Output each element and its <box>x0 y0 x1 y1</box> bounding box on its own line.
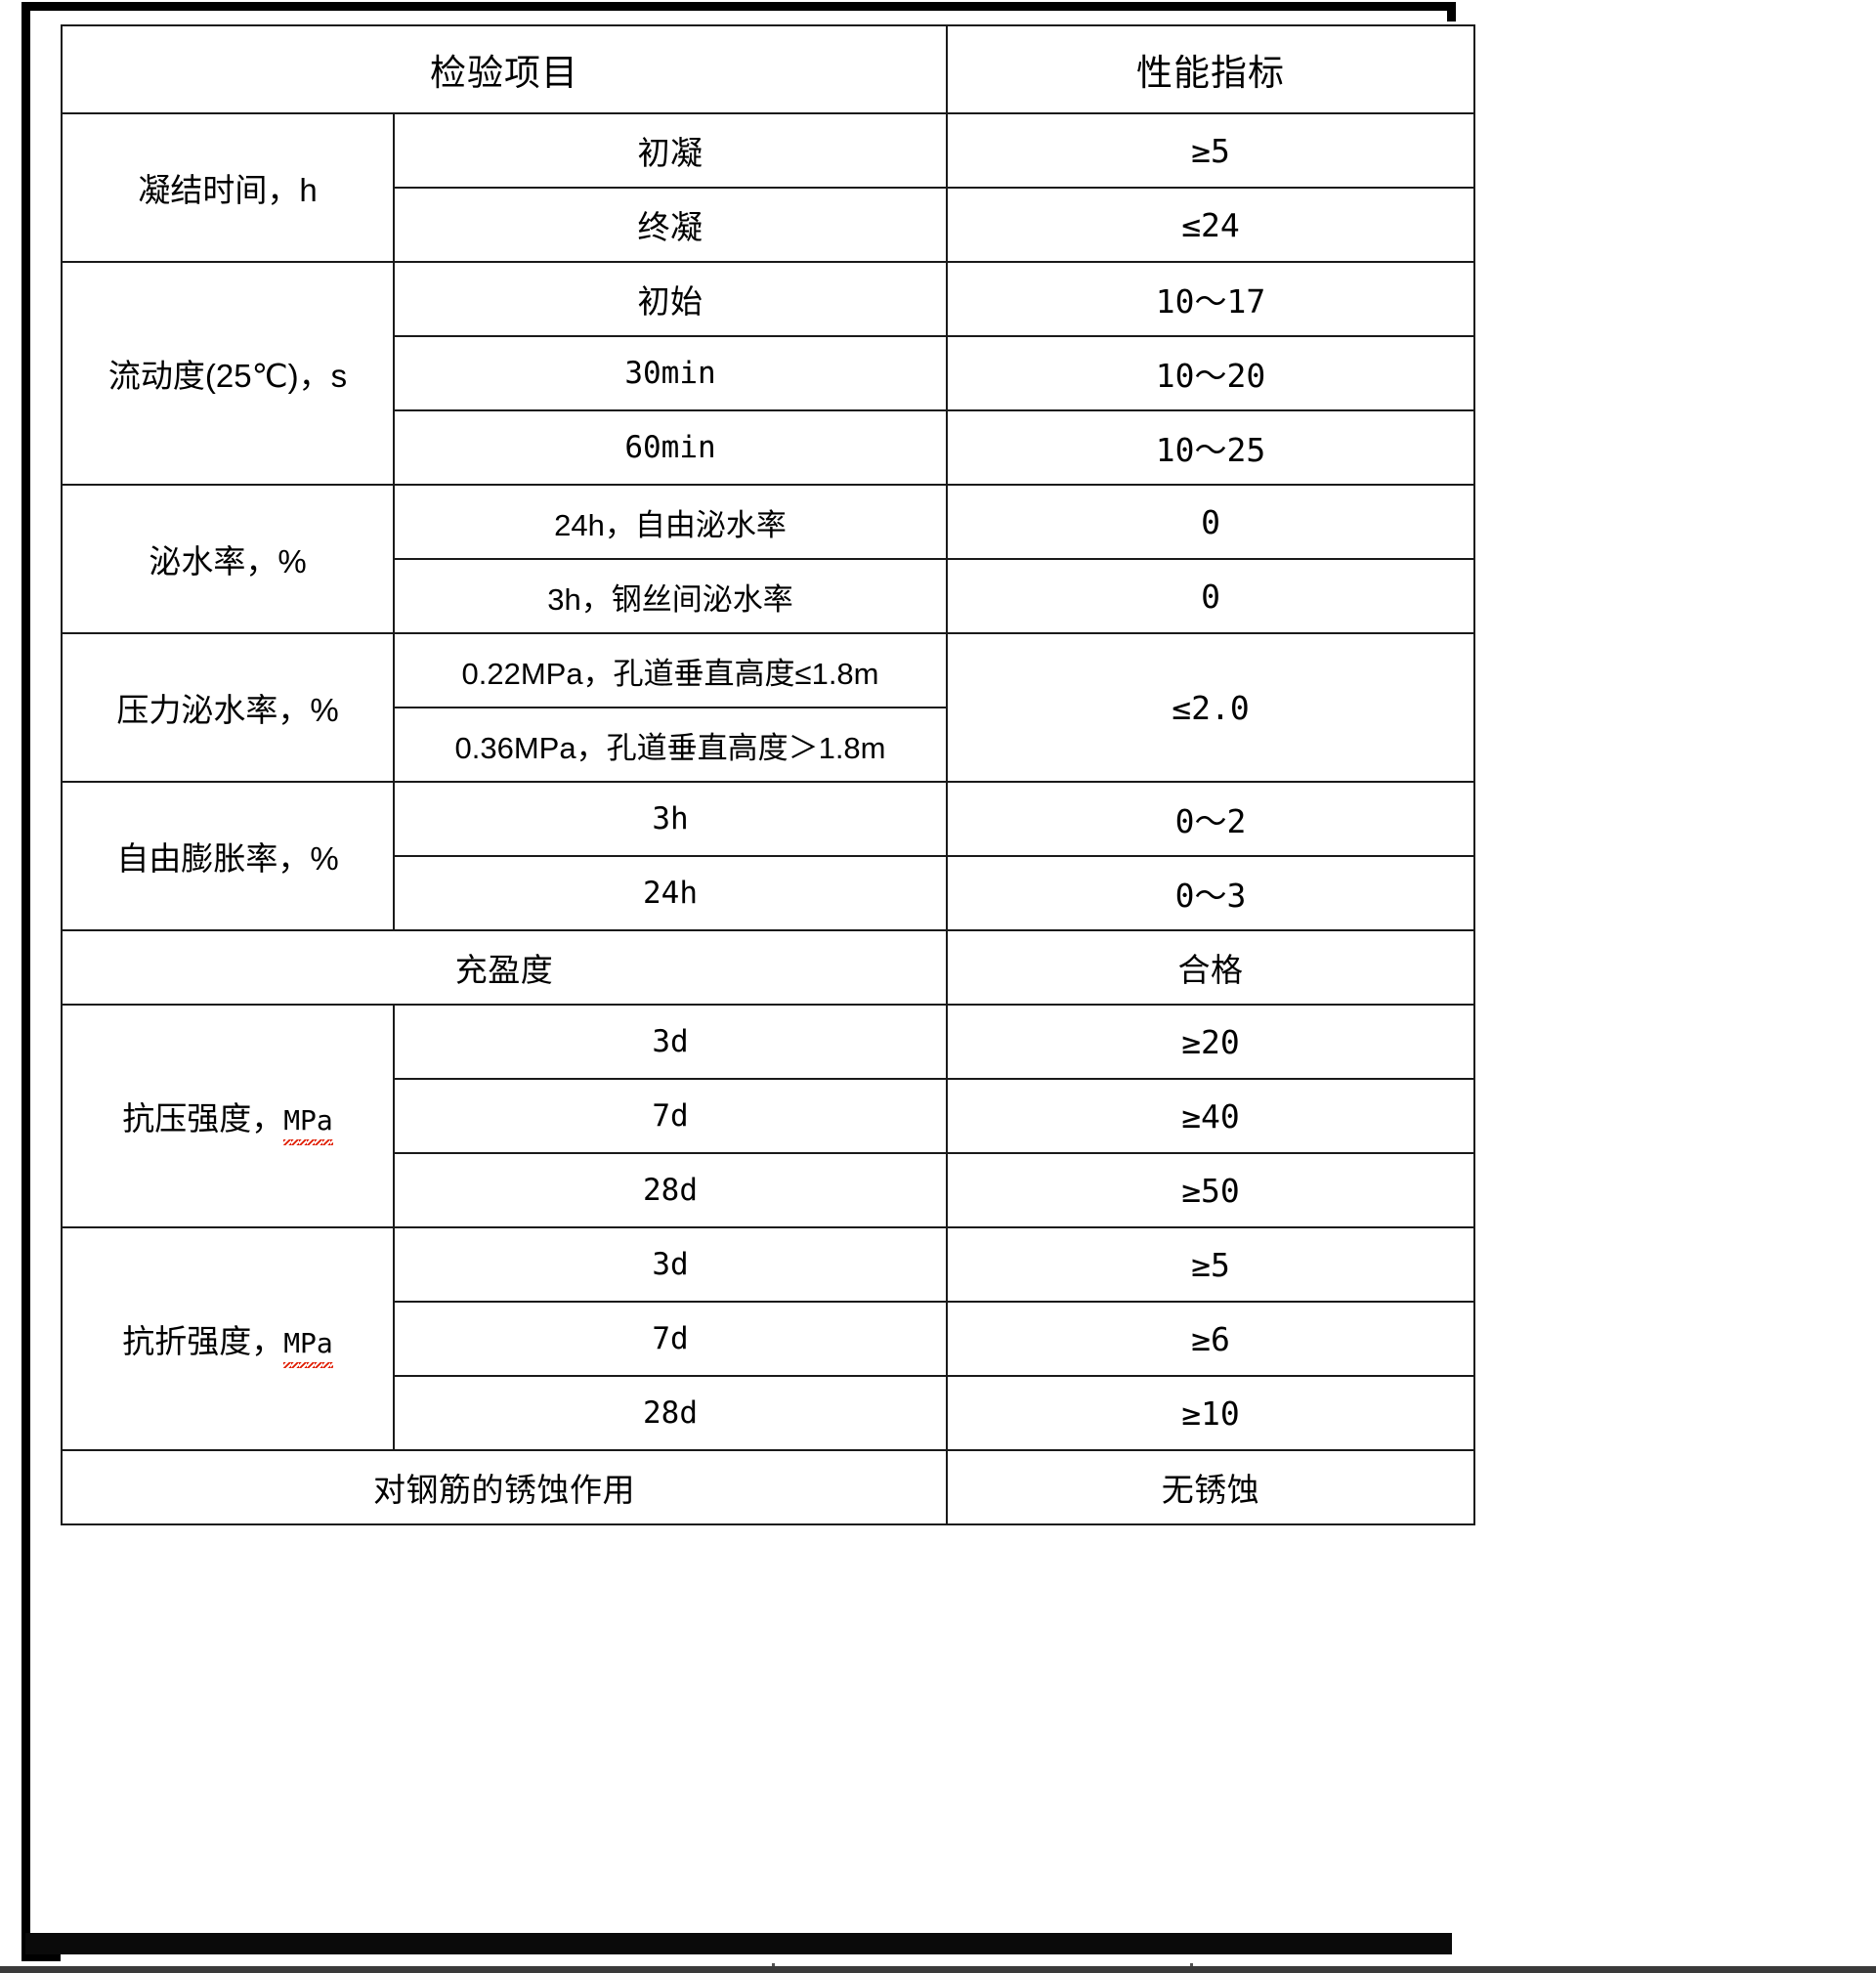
sub-label: 3h，钢丝间泌水率 <box>393 558 948 634</box>
sub-label: 7d <box>393 1078 948 1154</box>
table-row: 24h 0～3 <box>62 855 1475 931</box>
metric-value: 0～2 <box>946 781 1475 857</box>
table-row: 3h，钢丝间泌水率 0 <box>62 558 1475 634</box>
metric-value: 10～25 <box>946 409 1475 486</box>
table-row: 0.36MPa，孔道垂直高度＞1.8m <box>62 707 1474 783</box>
sub-label: 初始 <box>393 261 948 337</box>
metric-value: 0 <box>946 484 1475 560</box>
group-label-text: 抗折强度， <box>122 1323 284 1359</box>
group-label-text: 抗压强度， <box>122 1100 284 1137</box>
sub-label: 60min <box>393 409 948 486</box>
group-label-rebar-corrosion: 对钢筋的锈蚀作用 <box>61 1449 948 1525</box>
metric-value: ≤2.0 <box>946 632 1475 783</box>
table-row: 28d ≥10 <box>62 1375 1475 1451</box>
sub-label: 0.22MPa，孔道垂直高度≤1.8m <box>393 632 948 708</box>
metric-value: ≥5 <box>946 112 1475 189</box>
table-row: 充盈度 合格 <box>61 929 1475 1006</box>
metric-value: 10～17 <box>946 261 1475 337</box>
sub-label: 0.36MPa，孔道垂直高度＞1.8m <box>393 707 948 783</box>
metric-value: ≥40 <box>946 1078 1475 1154</box>
sub-label: 28d <box>393 1152 948 1228</box>
unit-misspelled-mpa: MPa <box>283 1104 333 1145</box>
group-label-pressure-bleeding: 压力泌水率，% <box>61 632 395 783</box>
sub-label: 24h，自由泌水率 <box>393 484 948 560</box>
sub-label: 初凝 <box>393 112 948 189</box>
page-edge-shadow <box>0 1966 1876 1973</box>
group-label-bleeding-rate: 泌水率，% <box>61 484 395 634</box>
metric-value: 0～3 <box>946 855 1475 931</box>
table-row: 抗折强度，MPa 3d ≥5 <box>61 1226 1475 1451</box>
table-row: 自由膨胀率，% 3h 0～2 <box>61 781 1475 931</box>
metric-value: 10～20 <box>946 335 1475 411</box>
sub-label: 3d <box>393 1004 948 1080</box>
table-row: 7d ≥40 <box>62 1078 1475 1154</box>
metric-value: ≥20 <box>946 1004 1475 1080</box>
group-label-free-expansion: 自由膨胀率，% <box>61 781 395 931</box>
page-bottom-bar <box>25 1933 1452 1954</box>
table-outer-border: 检验项目 性能指标 凝结时间，h 初凝 ≥5 终凝 ≤24 <box>21 2 1477 1963</box>
header-cell-metric: 性能指标 <box>946 24 1475 114</box>
table-row: 终凝 ≤24 <box>62 187 1475 263</box>
group-label-fullness: 充盈度 <box>61 929 948 1006</box>
table-row: 凝结时间，h 初凝 ≥5 <box>61 112 1475 263</box>
metric-value: ≥10 <box>946 1375 1475 1451</box>
table-row: 泌水率，% 24h，自由泌水率 0 <box>61 484 1475 634</box>
sub-label: 终凝 <box>393 187 948 263</box>
header-cell-item: 检验项目 <box>61 24 948 114</box>
table-row: 28d ≥50 <box>62 1152 1475 1228</box>
metric-value: 合格 <box>946 929 1475 1006</box>
metric-value: ≥50 <box>946 1152 1475 1228</box>
metric-value: ≥5 <box>946 1226 1475 1303</box>
metric-value: 无锈蚀 <box>946 1449 1475 1525</box>
group-label-setting-time: 凝结时间，h <box>61 112 395 263</box>
table-row: 7d ≥6 <box>62 1301 1475 1377</box>
unit-misspelled-mpa: MPa <box>283 1327 333 1368</box>
metric-value: 0 <box>946 558 1475 634</box>
table-row: 抗压强度，MPa 3d ≥20 <box>61 1004 1475 1228</box>
sub-label: 3d <box>393 1226 948 1303</box>
metric-value: ≤24 <box>946 187 1475 263</box>
table-row: 60min 10～25 <box>62 409 1475 486</box>
group-label-flexural-strength: 抗折强度，MPa <box>61 1226 395 1451</box>
sub-label: 7d <box>393 1301 948 1377</box>
metric-value: ≥6 <box>946 1301 1475 1377</box>
group-label-fluidity: 流动度(25℃)，s <box>61 261 395 486</box>
group-label-compressive-strength: 抗压强度，MPa <box>61 1004 395 1228</box>
sub-label: 28d <box>393 1375 948 1451</box>
table-row: 流动度(25℃)，s 初始 10～17 <box>61 261 1475 486</box>
table-header-row: 检验项目 性能指标 <box>61 24 1475 114</box>
sub-label: 3h <box>393 781 948 857</box>
table-container: 检验项目 性能指标 凝结时间，h 初凝 ≥5 终凝 ≤24 <box>61 21 1477 1963</box>
table-row: 压力泌水率，% 0.22MPa，孔道垂直高度≤1.8m ≤2.0 <box>61 632 1475 783</box>
sub-label: 30min <box>393 335 948 411</box>
specification-table: 检验项目 性能指标 凝结时间，h 初凝 ≥5 终凝 ≤24 <box>61 24 1475 1525</box>
table-row: 30min 10～20 <box>62 335 1475 411</box>
table-row: 对钢筋的锈蚀作用 无锈蚀 <box>61 1449 1475 1525</box>
sub-label: 24h <box>393 855 948 931</box>
